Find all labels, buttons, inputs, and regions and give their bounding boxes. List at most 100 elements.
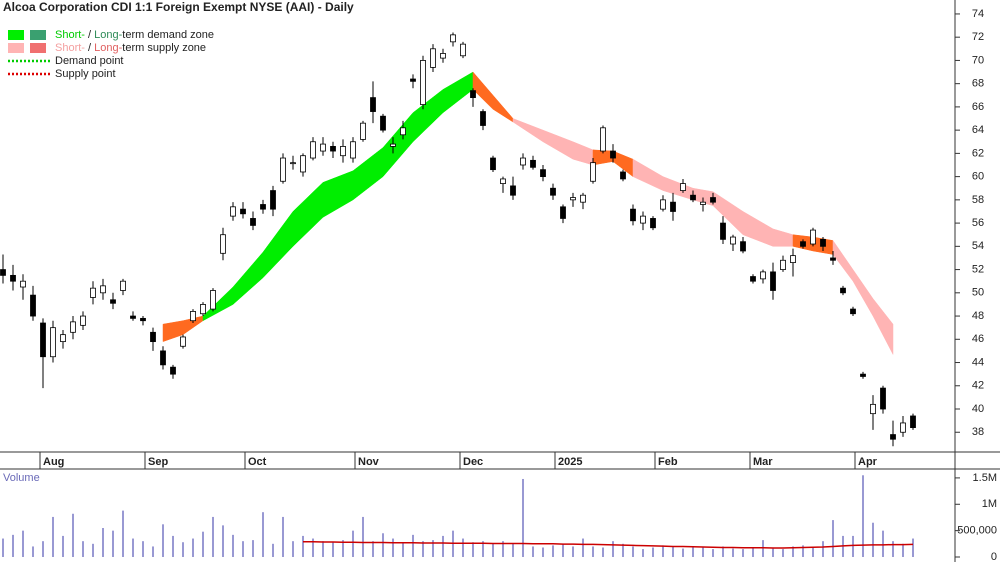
candle-body xyxy=(850,308,856,315)
volume-bar xyxy=(912,538,914,557)
volume-bar xyxy=(392,538,394,557)
volume-bar xyxy=(262,512,264,557)
y-tick-label: 1M xyxy=(982,498,997,510)
volume-bar xyxy=(722,546,724,557)
volume-bar xyxy=(412,534,414,557)
legend-text: term demand zone xyxy=(122,29,214,41)
x-tick-label: 2025 xyxy=(558,456,582,468)
candle-body xyxy=(410,78,416,82)
volume-bar xyxy=(702,547,704,557)
volume-bar xyxy=(512,543,514,557)
candle-body xyxy=(270,190,276,210)
candle-body xyxy=(130,315,136,319)
volume-bar xyxy=(622,543,624,557)
candle-body xyxy=(840,287,846,294)
candle-body xyxy=(530,159,536,168)
candle-body xyxy=(630,208,636,222)
volume-bar xyxy=(672,546,674,557)
volume-bar xyxy=(462,538,464,557)
y-tick-label: 38 xyxy=(972,426,984,438)
candle-body xyxy=(80,315,86,326)
candle-body xyxy=(480,111,486,126)
candle-body xyxy=(0,269,6,276)
candle-body xyxy=(140,317,146,322)
volume-bar xyxy=(592,546,594,557)
candle-body xyxy=(280,157,286,182)
volume-bar xyxy=(172,535,174,557)
zone xyxy=(832,239,894,355)
candle-body xyxy=(230,206,236,217)
volume-bar xyxy=(782,549,784,557)
volume-bar xyxy=(742,549,744,557)
volume-bar xyxy=(552,545,554,557)
volume-bar xyxy=(42,541,44,557)
volume-bar xyxy=(82,541,84,557)
volume-bar xyxy=(102,527,104,557)
volume-bar xyxy=(72,513,74,557)
volume-bar xyxy=(2,538,4,557)
candle-body xyxy=(340,146,346,157)
volume-bar xyxy=(582,538,584,557)
volume-bar xyxy=(32,546,34,557)
candle-body xyxy=(420,60,426,105)
y-tick-label: 70 xyxy=(972,54,984,66)
volume-bar xyxy=(532,546,534,557)
candle-body xyxy=(170,366,176,375)
volume-bar xyxy=(612,541,614,557)
candle-body xyxy=(60,334,66,343)
y-tick-label: 72 xyxy=(972,31,984,43)
volume-bar xyxy=(472,542,474,557)
volume-label: Volume xyxy=(3,472,40,484)
candle-body xyxy=(860,373,866,377)
candle-body xyxy=(40,322,46,358)
candle-body xyxy=(660,199,666,210)
volume-bar xyxy=(502,541,504,557)
y-tick-label: 44 xyxy=(972,356,984,368)
candle-body xyxy=(10,274,16,282)
volume-bar xyxy=(282,516,284,557)
y-tick-label: 58 xyxy=(972,194,984,206)
candle-body xyxy=(730,236,736,245)
candle-body xyxy=(870,403,876,415)
volume-bar xyxy=(882,530,884,557)
volume-bar xyxy=(642,549,644,557)
candle-body xyxy=(100,285,106,294)
volume-bar xyxy=(632,546,634,557)
x-tick-label: Dec xyxy=(463,456,483,468)
candle-body xyxy=(30,294,36,317)
volume-bar xyxy=(492,543,494,557)
x-tick-label: Mar xyxy=(753,456,773,468)
volume-bar xyxy=(222,525,224,557)
volume-bar xyxy=(732,548,734,557)
volume-bar xyxy=(192,538,194,557)
y-tick-label: 50 xyxy=(972,287,984,299)
y-tick-label: 66 xyxy=(972,101,984,113)
candle-body xyxy=(700,201,706,205)
y-tick-label: 64 xyxy=(972,124,984,136)
zone xyxy=(202,71,474,322)
volume-bar xyxy=(792,546,794,557)
y-tick-label: 0 xyxy=(991,551,997,562)
volume-bar xyxy=(352,530,354,557)
x-tick-label: Nov xyxy=(358,456,380,468)
legend-swatch xyxy=(30,30,46,40)
volume-bar xyxy=(682,548,684,557)
x-tick-label: Aug xyxy=(43,456,64,468)
candle-body xyxy=(390,143,396,147)
volume-bar xyxy=(152,546,154,557)
volume-bar xyxy=(902,543,904,557)
candle-body xyxy=(360,122,366,140)
y-tick-label: 54 xyxy=(972,240,984,252)
candle-body xyxy=(300,155,306,173)
candle-body xyxy=(400,127,406,136)
volume-bar xyxy=(142,541,144,557)
candle-body xyxy=(880,387,886,410)
candle-body xyxy=(70,321,76,333)
volume-bar xyxy=(852,535,854,557)
legend-label: Short- / Long-term demand zone xyxy=(55,29,214,41)
candle-body xyxy=(260,204,266,210)
legend-text: Long- xyxy=(94,29,122,41)
legend-text: Short- xyxy=(55,42,85,54)
y-tick-label: 68 xyxy=(972,78,984,90)
volume-bar xyxy=(92,543,94,557)
